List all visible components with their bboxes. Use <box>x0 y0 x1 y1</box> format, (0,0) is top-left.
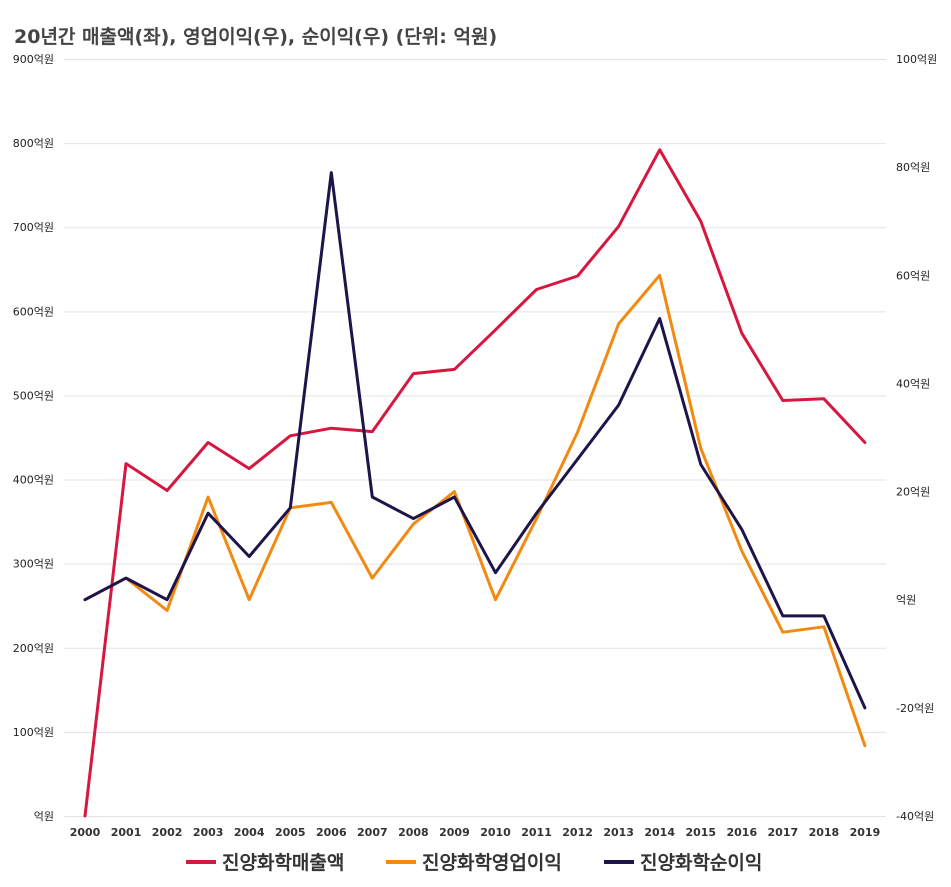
x-tick-label: 2014 <box>644 826 675 839</box>
left-tick-label: 700억원 <box>13 221 54 234</box>
x-tick-label: 2013 <box>603 826 634 839</box>
series-line <box>83 273 867 748</box>
x-tick-label: 2015 <box>685 826 716 839</box>
x-tick-label: 2002 <box>152 826 183 839</box>
legend-label: 진양화학매출액 <box>222 852 344 874</box>
left-tick-label: 500억원 <box>13 389 54 402</box>
x-tick-label: 2003 <box>193 826 224 839</box>
left-axis-ticks: 억원 100억원 200억원 300억원 400억원 500억원 600억원 700억원 800… <box>13 53 54 823</box>
right-tick-label: 40억원 <box>896 377 930 390</box>
left-tick-label: 900억원 <box>13 53 54 66</box>
left-tick-label: 400억원 <box>13 474 54 487</box>
series-line <box>83 148 867 818</box>
chart-title: 20년간 매출액(좌), 영업이익(우), 순이익(우) (단위: 억원) <box>14 26 497 48</box>
left-tick-label: 600억원 <box>13 305 54 318</box>
x-tick-label: 2019 <box>850 826 881 839</box>
left-tick-label: 억원 <box>34 810 54 823</box>
series-line <box>83 171 867 710</box>
right-tick-label: 20억원 <box>896 486 930 499</box>
x-tick-label: 2001 <box>111 826 142 839</box>
x-tick-label: 2017 <box>768 826 799 839</box>
x-axis-ticks: 2000 2001 2002 2003 2004 2005 2006 2007 2008 2009… <box>70 826 881 839</box>
x-tick-label: 2016 <box>726 826 757 839</box>
left-tick-label: 100억원 <box>13 726 54 739</box>
x-tick-label: 2004 <box>234 826 265 839</box>
x-tick-label: 2005 <box>275 826 306 839</box>
x-tick-label: 2018 <box>809 826 840 839</box>
grid <box>64 59 886 817</box>
right-tick-label: -40억원 <box>896 810 934 823</box>
x-tick-label: 2011 <box>521 826 552 839</box>
x-tick-label: 2012 <box>562 826 593 839</box>
right-tick-label: -20억원 <box>896 702 934 715</box>
legend: 진양화학매출액 진양화학영업이익 진양화학순이익 <box>186 852 762 874</box>
left-tick-label: 200억원 <box>13 642 54 655</box>
x-tick-label: 2006 <box>316 826 347 839</box>
right-axis-ticks: -40억원 -20억원 억원 20억원 40억원 60억원 80억원 100억원 <box>896 53 937 823</box>
legend-label: 진양화학순이익 <box>640 852 762 874</box>
x-tick-label: 2000 <box>70 826 101 839</box>
x-tick-label: 2010 <box>480 826 511 839</box>
x-tick-label: 2007 <box>357 826 388 839</box>
legend-label: 진양화학영업이익 <box>422 852 562 874</box>
left-tick-label: 300억원 <box>13 558 54 571</box>
series-lines <box>83 148 867 818</box>
right-tick-label: 60억원 <box>896 269 930 282</box>
right-tick-label: 80억원 <box>896 161 930 174</box>
x-tick-label: 2008 <box>398 826 429 839</box>
right-tick-label: 100억원 <box>896 53 937 66</box>
left-tick-label: 800억원 <box>13 137 54 150</box>
right-tick-label: 억원 <box>896 594 916 607</box>
x-tick-label: 2009 <box>439 826 470 839</box>
